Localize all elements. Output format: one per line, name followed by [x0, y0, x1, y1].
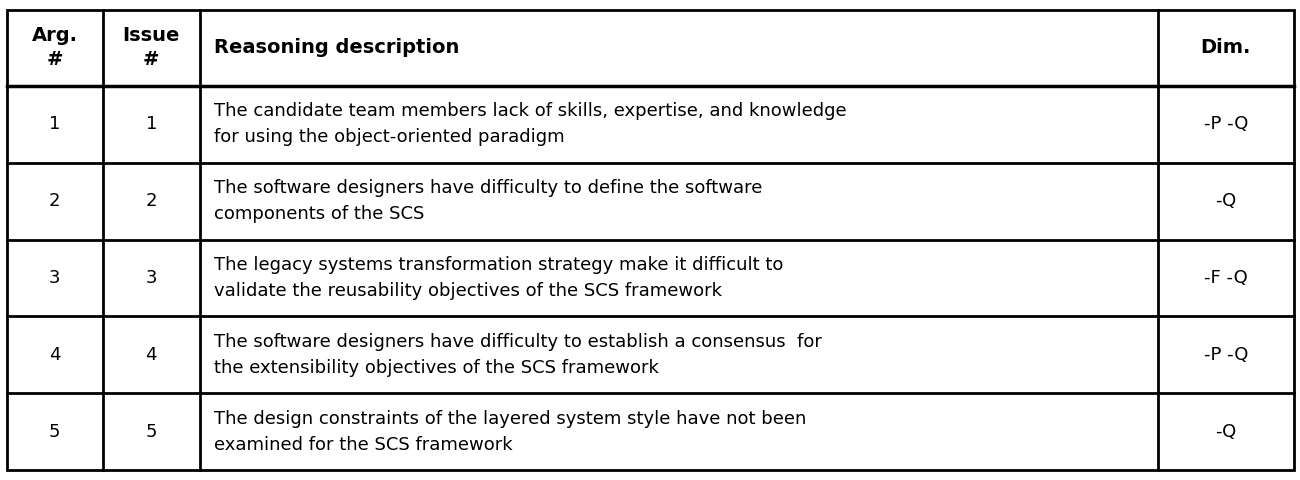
Text: The software designers have difficulty to define the software
components of the : The software designers have difficulty t… — [214, 179, 762, 223]
Text: The legacy systems transformation strategy make it difficult to
validate the reu: The legacy systems transformation strate… — [214, 256, 784, 300]
Text: 5: 5 — [146, 423, 157, 441]
Text: 3: 3 — [146, 269, 157, 287]
Text: 1: 1 — [49, 115, 60, 133]
Text: Arg.
#: Arg. # — [31, 26, 78, 69]
Text: 4: 4 — [49, 346, 61, 364]
Text: 2: 2 — [146, 192, 157, 210]
Text: The candidate team members lack of skills, expertise, and knowledge
for using th: The candidate team members lack of skill… — [214, 102, 846, 146]
Text: -F -Q: -F -Q — [1204, 269, 1248, 287]
Text: -P -Q: -P -Q — [1204, 346, 1248, 364]
Text: -Q: -Q — [1216, 423, 1236, 441]
Text: Dim.: Dim. — [1201, 38, 1251, 57]
Text: 2: 2 — [49, 192, 61, 210]
Text: 1: 1 — [146, 115, 157, 133]
Text: -Q: -Q — [1216, 192, 1236, 210]
Text: Issue
#: Issue # — [122, 26, 179, 69]
Text: 3: 3 — [49, 269, 61, 287]
Text: The design constraints of the layered system style have not been
examined for th: The design constraints of the layered sy… — [214, 410, 806, 454]
Text: 4: 4 — [146, 346, 157, 364]
Text: Reasoning description: Reasoning description — [214, 38, 459, 57]
Text: -P -Q: -P -Q — [1204, 115, 1248, 133]
Text: The software designers have difficulty to establish a consensus  for
the extensi: The software designers have difficulty t… — [214, 333, 822, 377]
Text: 5: 5 — [49, 423, 61, 441]
